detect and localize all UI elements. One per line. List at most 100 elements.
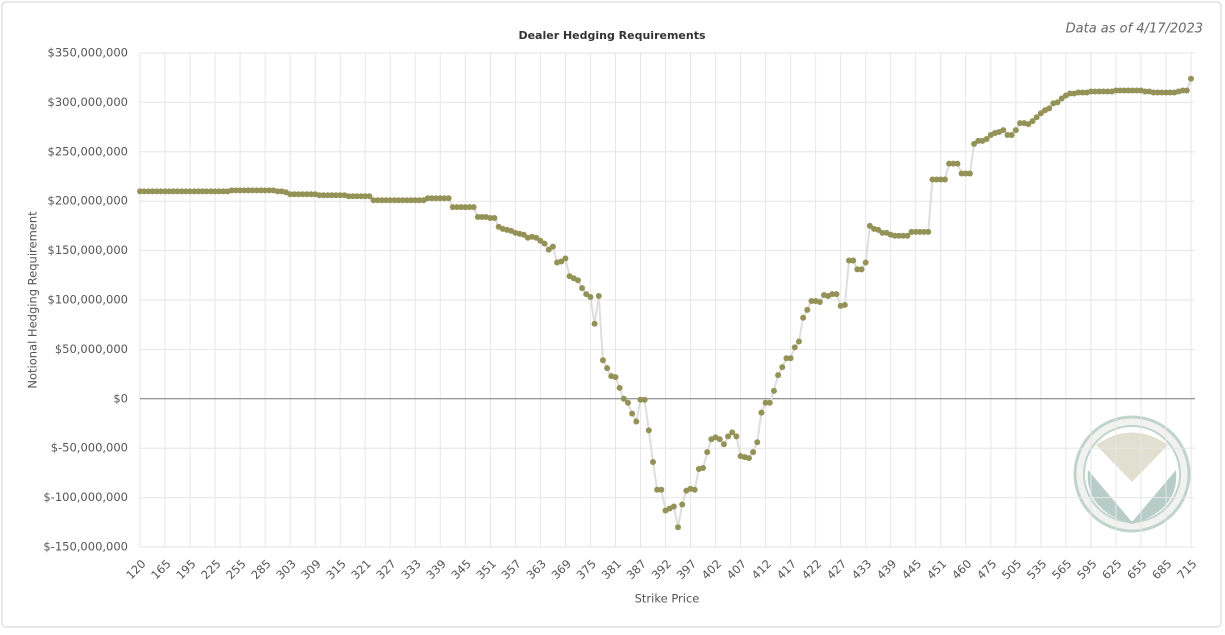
data-point xyxy=(933,176,940,183)
data-point xyxy=(241,187,248,194)
data-point xyxy=(1121,87,1128,94)
data-point xyxy=(599,357,606,364)
data-point xyxy=(604,365,611,372)
data-point xyxy=(841,301,848,308)
y-tick-label: $-150,000,000 xyxy=(43,540,128,554)
data-point xyxy=(941,176,948,183)
y-tick-label: $300,000,000 xyxy=(48,95,128,109)
data-point xyxy=(1000,127,1007,134)
data-point xyxy=(725,433,732,440)
data-point xyxy=(745,455,752,462)
data-point xyxy=(257,187,264,194)
data-point xyxy=(195,188,202,195)
data-point xyxy=(395,197,402,204)
data-point xyxy=(291,191,298,198)
data-point xyxy=(1012,127,1019,134)
data-point xyxy=(562,255,569,262)
data-point xyxy=(353,193,360,200)
chart-subtitle: Data as of 4/17/2023 xyxy=(1066,22,1203,37)
y-tick-label: $50,000,000 xyxy=(55,342,128,356)
data-point xyxy=(1075,89,1082,96)
data-point xyxy=(716,436,723,443)
data-point xyxy=(833,291,840,298)
data-point xyxy=(399,197,406,204)
data-point xyxy=(383,197,390,204)
data-point xyxy=(412,197,419,204)
data-point xyxy=(541,240,548,247)
data-point xyxy=(403,197,410,204)
data-point xyxy=(896,232,903,239)
data-point xyxy=(157,188,164,195)
data-point xyxy=(441,195,448,202)
data-point xyxy=(328,192,335,199)
data-point xyxy=(770,387,777,394)
data-point xyxy=(641,396,648,403)
data-point xyxy=(245,187,252,194)
data-point xyxy=(800,314,807,321)
data-point xyxy=(846,257,853,264)
data-point xyxy=(1046,105,1053,112)
data-point xyxy=(453,204,460,211)
data-point xyxy=(191,188,198,195)
data-point xyxy=(520,231,527,238)
data-point xyxy=(850,257,857,264)
data-point xyxy=(879,229,886,236)
data-point xyxy=(466,204,473,211)
data-point xyxy=(1067,90,1074,97)
data-point xyxy=(207,188,214,195)
y-tick-label: $200,000,000 xyxy=(48,194,128,208)
data-point xyxy=(374,197,381,204)
data-point xyxy=(912,228,919,235)
data-point xyxy=(491,214,498,221)
data-point xyxy=(1125,87,1132,94)
data-point xyxy=(645,427,652,434)
data-point xyxy=(921,228,928,235)
data-point xyxy=(700,464,707,471)
data-point xyxy=(370,197,377,204)
data-point xyxy=(1183,87,1190,94)
data-point xyxy=(591,320,598,327)
data-point xyxy=(307,191,314,198)
data-point xyxy=(900,232,907,239)
data-point xyxy=(704,449,711,456)
data-point xyxy=(866,222,873,229)
data-point xyxy=(537,237,544,244)
data-point xyxy=(616,384,623,391)
data-point xyxy=(316,192,323,199)
y-axis-title: Notional Hedging Requirement xyxy=(26,211,40,389)
data-point xyxy=(908,228,915,235)
data-point xyxy=(574,277,581,284)
data-point xyxy=(232,187,239,194)
x-axis-title: Strike Price xyxy=(635,592,700,606)
data-point xyxy=(1129,87,1136,94)
data-point xyxy=(1104,88,1111,95)
data-point xyxy=(962,170,969,177)
data-point xyxy=(937,176,944,183)
data-point xyxy=(137,188,143,195)
data-point xyxy=(925,228,932,235)
data-point xyxy=(428,195,435,202)
data-point xyxy=(449,204,456,211)
y-tick-label: $0 xyxy=(113,391,128,405)
data-point xyxy=(1017,120,1024,127)
data-point xyxy=(624,399,631,406)
data-point xyxy=(462,204,469,211)
data-point xyxy=(750,449,757,456)
data-point xyxy=(287,191,294,198)
data-point xyxy=(174,188,181,195)
data-point xyxy=(295,191,302,198)
data-point xyxy=(470,204,477,211)
data-point xyxy=(203,188,210,195)
data-point xyxy=(1150,89,1157,96)
y-tick-label: $150,000,000 xyxy=(48,243,128,257)
data-point xyxy=(366,193,373,200)
data-point xyxy=(166,188,173,195)
data-point xyxy=(391,197,398,204)
data-point xyxy=(779,364,786,371)
data-point xyxy=(458,204,465,211)
data-point xyxy=(1054,99,1061,106)
data-point xyxy=(620,395,627,402)
data-point xyxy=(220,188,227,195)
data-point xyxy=(875,226,882,233)
